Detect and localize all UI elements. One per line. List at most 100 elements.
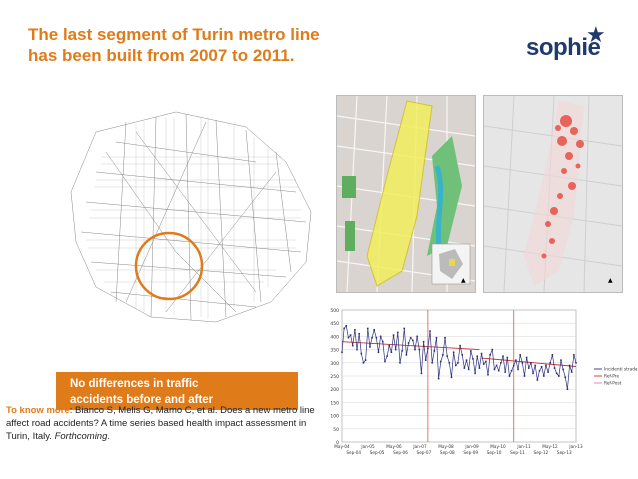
x-tick-label: Sep-08: [440, 450, 455, 455]
series-point: [525, 356, 528, 359]
series-point: [508, 375, 511, 377]
series-point: [388, 344, 391, 347]
series-point: [360, 352, 363, 355]
y-tick-label: 50: [333, 427, 339, 433]
series-point: [472, 358, 474, 360]
series-point: [545, 364, 547, 367]
y-tick-label: 100: [330, 414, 339, 420]
series-point: [558, 375, 560, 377]
series-point: [500, 362, 502, 364]
series-point: [431, 362, 433, 364]
series-point: [568, 364, 571, 367]
x-tick-label: Sep-05: [370, 450, 385, 455]
x-tick-label: Sep-10: [487, 450, 502, 455]
series-point: [532, 372, 534, 375]
series-point: [467, 368, 470, 371]
series-point: [427, 347, 429, 350]
x-tick-label: Jan-13: [568, 444, 583, 449]
turin-road-map: [70, 111, 312, 323]
series-point: [403, 327, 406, 330]
series-point: [377, 351, 380, 354]
series-point: [459, 344, 461, 347]
series-point: [519, 354, 521, 356]
metro-area-circle: [134, 231, 204, 301]
series-point: [538, 369, 541, 372]
series-point: [379, 335, 382, 338]
series-point: [502, 355, 504, 357]
title-line-2: has been built from 2007 to 2011.: [28, 46, 295, 65]
series-point: [470, 350, 472, 352]
x-tick-label: Sep-06: [393, 450, 408, 455]
series-point: [435, 336, 438, 339]
series-point: [562, 368, 564, 371]
series-point: [542, 375, 545, 377]
series-point: [349, 334, 352, 336]
x-tick-label: Sep-11: [510, 450, 525, 455]
series-point: [489, 354, 491, 356]
series-point: [439, 360, 442, 363]
y-tick-label: 250: [330, 374, 339, 380]
series-point: [465, 359, 468, 361]
x-tick-label: Jan-05: [360, 444, 375, 449]
brand-logo: sophie ★: [526, 22, 616, 68]
series-point: [454, 364, 457, 367]
citation-end: .: [107, 431, 111, 442]
series-point: [540, 365, 543, 368]
y-tick-label: 350: [330, 348, 339, 354]
legend-label: Ref-Post: [604, 381, 622, 387]
citation-text: : Bianco S, Melis G, Mamo C, et al. Does…: [6, 405, 315, 442]
series-point: [452, 351, 455, 354]
series-point: [504, 371, 506, 373]
series-point: [485, 360, 487, 363]
series-point: [553, 367, 556, 369]
x-tick-label: Sep-09: [463, 450, 478, 455]
legend-label: Ref-Pre: [604, 374, 619, 380]
series-point: [530, 362, 532, 364]
series-point: [497, 369, 500, 372]
series-point: [517, 368, 519, 371]
y-tick-label: 400: [330, 334, 339, 340]
series-point: [356, 348, 358, 351]
x-tick-label: Jan-09: [464, 444, 479, 449]
series-point: [399, 362, 401, 364]
series-point: [424, 359, 427, 361]
series-point: [457, 362, 459, 364]
series-point: [510, 369, 513, 372]
series-point: [444, 336, 446, 339]
legend-label: Incidenti stradali: [604, 367, 638, 373]
series-point: [390, 351, 393, 354]
series-point: [351, 344, 354, 347]
series-point: [422, 340, 425, 343]
series-point: [392, 334, 395, 336]
series-point: [433, 350, 436, 352]
series-point: [527, 367, 530, 369]
slide-title: The last segment of Turin metro line has…: [28, 24, 348, 66]
series-point: [549, 362, 552, 364]
series-point: [446, 355, 448, 357]
series-point: [371, 336, 373, 339]
series-point: [450, 376, 453, 379]
series-point: [521, 362, 524, 364]
series-point: [437, 377, 440, 380]
citation-status: Forthcoming: [54, 431, 108, 442]
series-point: [366, 327, 369, 330]
series-point: [551, 354, 554, 356]
x-tick-label: May-08: [438, 444, 454, 449]
series-point: [429, 330, 431, 332]
series-point: [536, 379, 539, 381]
series-point: [442, 354, 444, 356]
brand-name: sophie: [526, 34, 601, 61]
series-point: [448, 362, 451, 364]
series-point: [575, 362, 577, 364]
x-tick-label: May-04: [334, 444, 350, 449]
series-point: [354, 329, 356, 331]
y-tick-label: 300: [330, 361, 339, 367]
x-tick-label: Jan-07: [412, 444, 427, 449]
series-point: [474, 372, 476, 375]
conclusion-banner: No differences in traffic accidents befo…: [56, 372, 298, 410]
series-point: [493, 368, 496, 371]
y-tick-label: 0: [336, 440, 339, 446]
series-point: [369, 346, 371, 348]
banner-line-1: No differences in traffic: [70, 378, 199, 390]
series-point: [476, 355, 479, 357]
